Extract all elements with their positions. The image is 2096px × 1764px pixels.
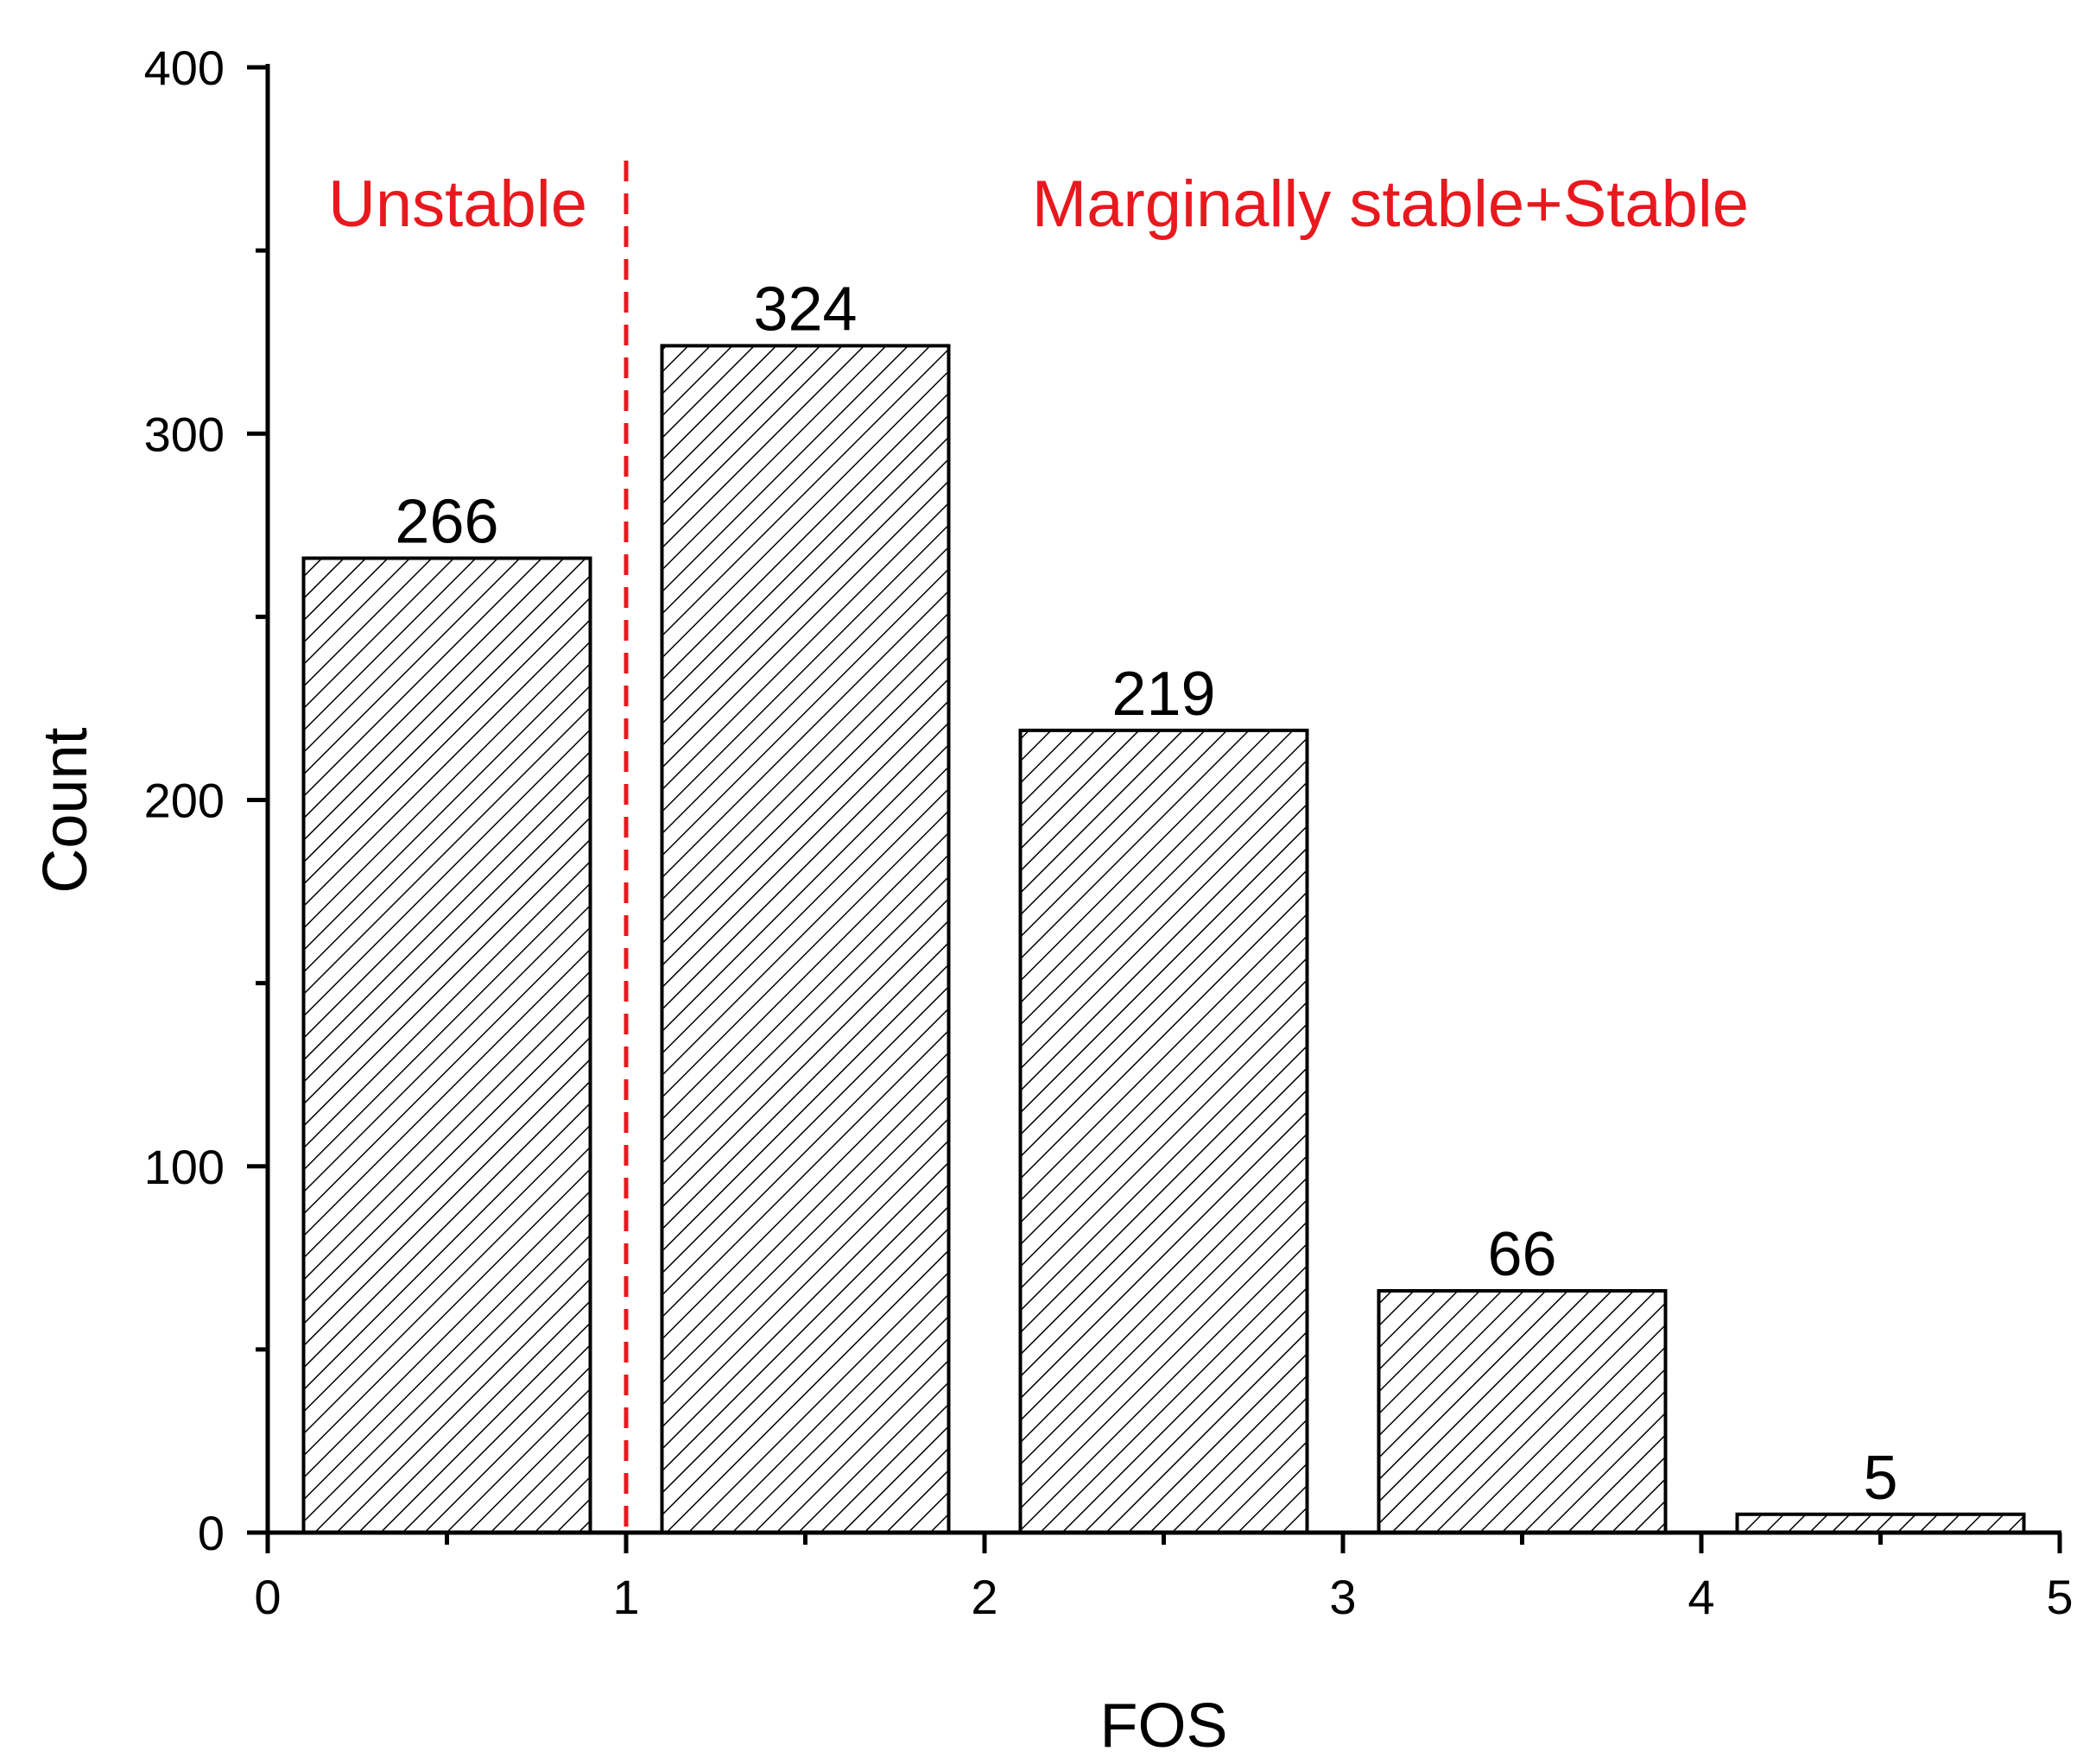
x-tick-label-5: 5 [2046, 1570, 2073, 1624]
y-axis-title: Count [31, 727, 100, 893]
y-tick-label-2: 200 [144, 774, 225, 828]
y-tick-label-1: 100 [144, 1140, 225, 1194]
y-ticks-group: 0 100 200 300 400 [144, 41, 268, 1560]
data-label-0: 266 [395, 487, 498, 556]
x-tick-label-2: 2 [971, 1570, 997, 1624]
bar-1 [660, 344, 951, 1534]
x-ticks-group: 0 1 2 3 4 5 [254, 1533, 2074, 1624]
data-labels-group: 266 324 219 66 5 [395, 275, 1897, 1512]
data-label-2: 219 [1111, 660, 1215, 729]
bar-4 [1735, 1512, 2026, 1534]
bar-2 [1018, 728, 1309, 1534]
y-tick-label-4: 400 [144, 41, 225, 95]
y-tick-label-0: 0 [198, 1506, 225, 1560]
bar-0 [301, 556, 592, 1534]
x-axis-title: FOS [1099, 1691, 1227, 1761]
data-label-4: 5 [1863, 1444, 1897, 1513]
bar-3 [1377, 1288, 1668, 1534]
x-tick-label-1: 1 [612, 1570, 639, 1624]
x-tick-label-3: 3 [1329, 1570, 1356, 1624]
x-tick-label-4: 4 [1688, 1570, 1714, 1624]
x-tick-label-0: 0 [254, 1570, 281, 1624]
data-label-1: 324 [753, 275, 857, 344]
bars-group [301, 344, 2026, 1534]
y-tick-label-3: 300 [144, 407, 225, 461]
region-label-stable: Marginally stable+Stable [1032, 168, 1749, 241]
region-label-unstable: Unstable [328, 168, 587, 241]
data-label-3: 66 [1487, 1220, 1556, 1289]
